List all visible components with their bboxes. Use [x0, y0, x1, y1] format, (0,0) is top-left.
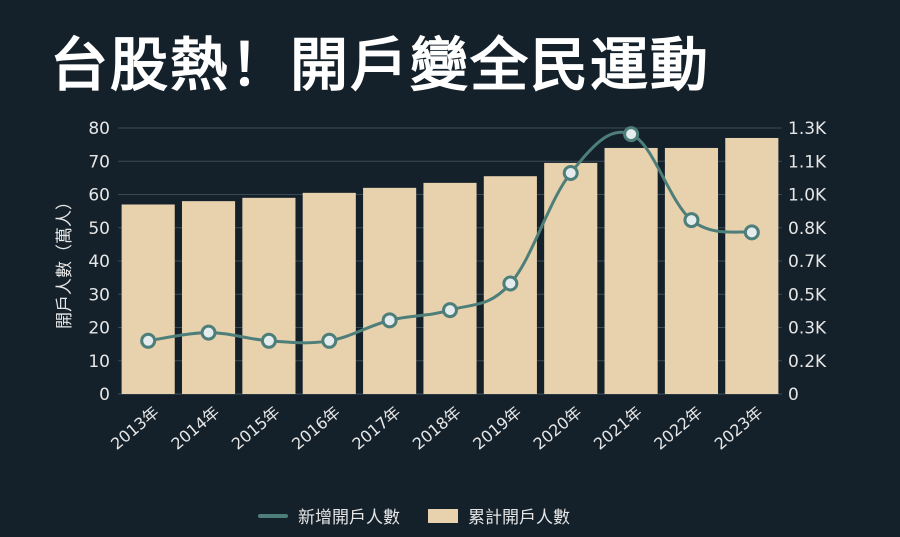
line-point [562, 165, 579, 182]
line-point [381, 312, 398, 329]
legend-item-line[interactable]: 新增開戶人數 [258, 503, 400, 528]
x-tick-label: 2020年 [530, 403, 586, 454]
bar [302, 192, 356, 394]
bar [604, 147, 658, 394]
bar [121, 204, 175, 394]
y-tick-label-right: 0.7K [788, 252, 827, 272]
line-point [623, 126, 640, 143]
y-tick-label-left: 30 [88, 285, 110, 305]
x-tick-label: 2021年 [590, 403, 646, 454]
y-tick-label-right: 1.3K [788, 119, 827, 139]
x-tick-label: 2022年 [650, 403, 706, 454]
y-tick-label-right: 0 [788, 385, 799, 405]
y-tick-label-right: 0.3K [788, 319, 827, 339]
line-point [683, 212, 700, 229]
y-tick-label-left: 20 [88, 319, 110, 339]
y-tick-label-left: 10 [88, 352, 110, 372]
y-tick-label-right: 0.2K [788, 352, 827, 372]
y-tick-label-left: 60 [88, 186, 110, 206]
y-tick-label-right: 1.0K [788, 186, 827, 206]
bar-series [121, 137, 779, 394]
legend: 新增開戶人數 累計開戶人數 [258, 503, 570, 528]
bar [664, 147, 719, 394]
bar [242, 197, 296, 394]
y-tick-label-left: 80 [88, 119, 110, 139]
line-point [442, 302, 458, 319]
y-tick-label-right: 0.5K [788, 285, 827, 305]
line-series [140, 126, 760, 349]
legend-line-swatch [258, 513, 288, 518]
line-point [140, 332, 157, 349]
legend-label-line: 新增開戶人數 [298, 508, 400, 528]
x-tick-label: 2017年 [349, 403, 405, 454]
y-tick-label-left: 40 [88, 252, 110, 272]
line-point [200, 324, 217, 341]
chart-title: 台股熱！開戶變全民運動 [50, 31, 711, 99]
x-tick-label: 2015年 [228, 403, 284, 454]
x-tick-label: 2023年 [711, 403, 767, 454]
legend-label-bar: 累計開戶人數 [468, 508, 570, 528]
line-point [321, 332, 338, 349]
y-tick-label-left: 50 [88, 219, 110, 239]
bar [363, 187, 417, 394]
bar [544, 162, 598, 394]
x-tick-label: 2016年 [288, 403, 344, 454]
legend-item-bar[interactable]: 累計開戶人數 [428, 503, 570, 528]
bar [181, 201, 236, 394]
line-point [502, 275, 519, 292]
x-tick-label: 2014年 [167, 403, 223, 454]
y-axis-label: 開戶人數（萬人） [55, 193, 75, 329]
line-point [743, 224, 760, 241]
y-tick-label-left: 70 [88, 152, 110, 172]
bar [423, 182, 477, 394]
x-tick-label: 2019年 [469, 403, 525, 454]
y-tick-label-right: 0.8K [788, 219, 827, 239]
y-tick-label-left: 0 [99, 385, 110, 405]
x-tick-label: 2013年 [107, 403, 163, 454]
x-tick-label: 2018年 [409, 403, 465, 454]
legend-bar-swatch [428, 508, 458, 523]
bar [725, 137, 779, 394]
y-tick-label-right: 1.1K [788, 152, 827, 172]
line-point [260, 332, 277, 349]
